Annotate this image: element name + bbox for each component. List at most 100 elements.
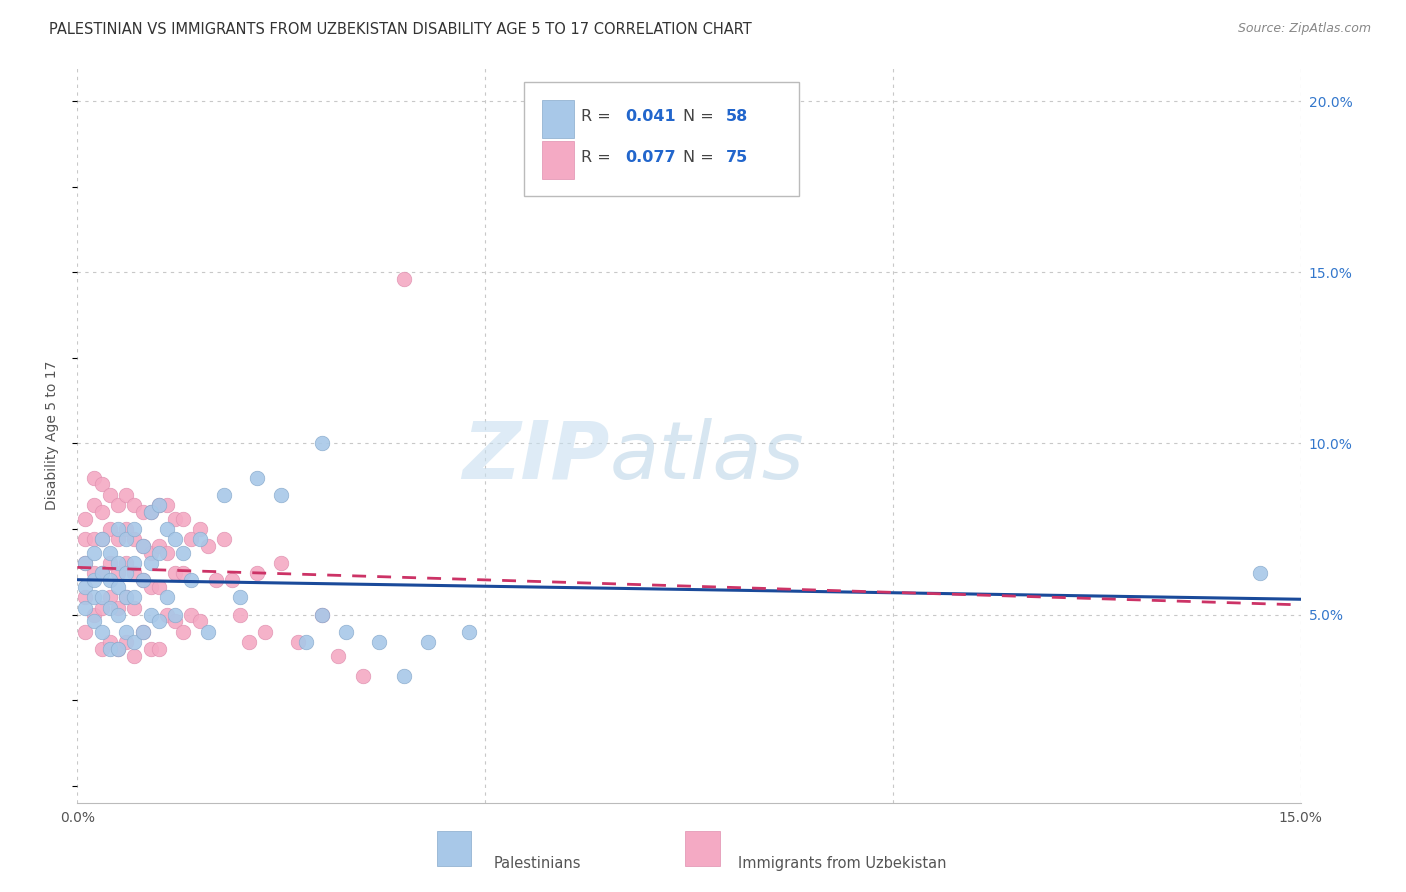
Point bbox=[124, 648, 146, 663]
Point bbox=[212, 488, 235, 502]
Text: Immigrants from Uzbekistan: Immigrants from Uzbekistan bbox=[738, 855, 946, 871]
Point bbox=[148, 641, 170, 656]
Point bbox=[90, 566, 112, 581]
Point bbox=[148, 615, 170, 629]
FancyBboxPatch shape bbox=[437, 830, 471, 866]
Point bbox=[131, 505, 153, 519]
Text: Palestinians: Palestinians bbox=[494, 855, 581, 871]
Point bbox=[165, 566, 187, 581]
Point bbox=[139, 505, 162, 519]
Point bbox=[172, 546, 194, 560]
Point bbox=[139, 580, 162, 594]
Point bbox=[368, 635, 391, 649]
Point bbox=[83, 615, 105, 629]
Point bbox=[139, 505, 162, 519]
Point bbox=[238, 635, 260, 649]
Point bbox=[115, 488, 138, 502]
Point bbox=[131, 539, 153, 553]
Point bbox=[131, 624, 153, 639]
Point bbox=[90, 533, 112, 547]
Text: 0.077: 0.077 bbox=[626, 150, 676, 165]
Point bbox=[98, 641, 121, 656]
Point bbox=[83, 566, 105, 581]
Point bbox=[75, 591, 97, 605]
Point bbox=[139, 546, 162, 560]
Point bbox=[287, 635, 309, 649]
Text: N =: N = bbox=[683, 109, 718, 124]
Point bbox=[156, 607, 179, 622]
Point bbox=[83, 498, 105, 512]
Point bbox=[98, 591, 121, 605]
Point bbox=[165, 607, 187, 622]
Point bbox=[253, 624, 276, 639]
Point bbox=[311, 436, 333, 450]
Point bbox=[98, 546, 121, 560]
Point bbox=[124, 556, 146, 570]
Point bbox=[75, 580, 97, 594]
Point bbox=[335, 624, 357, 639]
Point bbox=[75, 624, 97, 639]
Point bbox=[107, 580, 129, 594]
Point bbox=[270, 556, 292, 570]
Point bbox=[416, 635, 439, 649]
Point bbox=[457, 624, 479, 639]
Point bbox=[83, 533, 105, 547]
Point bbox=[107, 566, 129, 581]
Point bbox=[328, 648, 350, 663]
Point bbox=[107, 607, 129, 622]
Point bbox=[188, 615, 211, 629]
Point bbox=[156, 522, 179, 536]
Point bbox=[148, 546, 170, 560]
Point bbox=[90, 477, 112, 491]
Point bbox=[246, 566, 269, 581]
FancyBboxPatch shape bbox=[685, 830, 720, 866]
Point bbox=[115, 635, 138, 649]
Point bbox=[90, 641, 112, 656]
Point bbox=[115, 533, 138, 547]
Y-axis label: Disability Age 5 to 17: Disability Age 5 to 17 bbox=[45, 360, 59, 509]
Point bbox=[229, 591, 252, 605]
Point bbox=[172, 624, 194, 639]
Point bbox=[392, 272, 415, 286]
Point bbox=[124, 498, 146, 512]
Point bbox=[83, 591, 105, 605]
Point bbox=[98, 556, 121, 570]
Point bbox=[311, 607, 333, 622]
Point bbox=[90, 624, 112, 639]
Point bbox=[90, 600, 112, 615]
Point bbox=[83, 574, 105, 588]
Point bbox=[98, 600, 121, 615]
Point bbox=[131, 539, 153, 553]
Point bbox=[98, 635, 121, 649]
Point bbox=[148, 539, 170, 553]
Point bbox=[115, 591, 138, 605]
Point bbox=[180, 574, 202, 588]
Point bbox=[124, 600, 146, 615]
Point bbox=[188, 533, 211, 547]
Text: N =: N = bbox=[683, 150, 718, 165]
Text: R =: R = bbox=[581, 150, 616, 165]
Point bbox=[107, 533, 129, 547]
Point bbox=[165, 615, 187, 629]
Text: Source: ZipAtlas.com: Source: ZipAtlas.com bbox=[1237, 22, 1371, 36]
Point bbox=[83, 546, 105, 560]
Point bbox=[90, 566, 112, 581]
Point bbox=[115, 522, 138, 536]
Point bbox=[90, 533, 112, 547]
Point bbox=[83, 470, 105, 484]
Point bbox=[294, 635, 316, 649]
Point bbox=[197, 539, 219, 553]
Point bbox=[212, 533, 235, 547]
Point bbox=[180, 533, 202, 547]
Point bbox=[156, 591, 179, 605]
Point bbox=[131, 574, 153, 588]
Point bbox=[75, 556, 97, 570]
FancyBboxPatch shape bbox=[524, 81, 799, 195]
Point bbox=[75, 556, 97, 570]
Point bbox=[197, 624, 219, 639]
Point bbox=[156, 546, 179, 560]
Point bbox=[107, 600, 129, 615]
Text: 0.041: 0.041 bbox=[626, 109, 676, 124]
Point bbox=[90, 591, 112, 605]
Point bbox=[107, 556, 129, 570]
